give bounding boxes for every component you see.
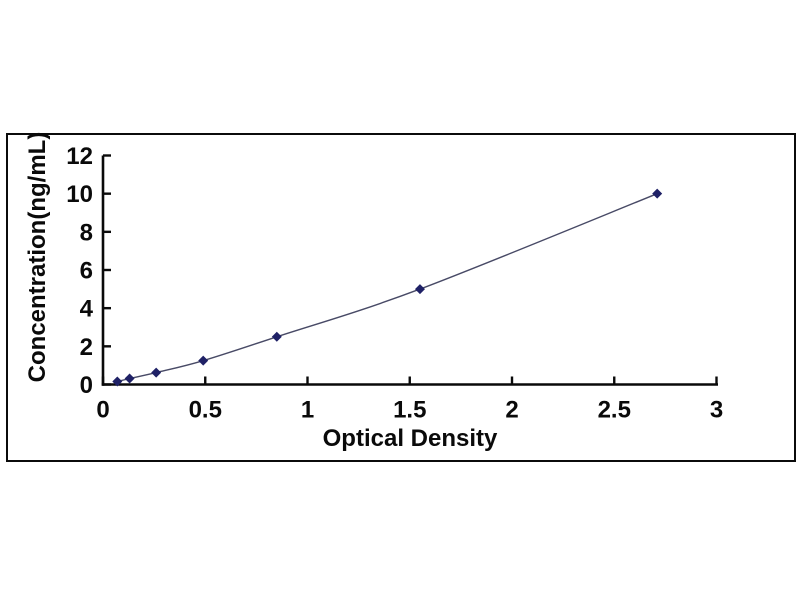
- x-tick-label: 3: [710, 397, 723, 424]
- x-tick-label: 1.5: [393, 397, 426, 424]
- curve-line: [117, 193, 658, 383]
- chart-frame: [6, 133, 796, 462]
- x-tick-label: 0: [96, 397, 109, 424]
- x-tick-label: 1: [301, 397, 314, 424]
- data-point-marker: [652, 188, 663, 199]
- data-point-marker: [414, 284, 425, 295]
- data-point-marker: [124, 373, 135, 384]
- data-point-marker: [198, 355, 209, 366]
- y-tick-label: 0: [80, 372, 93, 399]
- y-tick-label: 10: [66, 181, 93, 208]
- y-tick-label: 2: [80, 334, 93, 361]
- x-tick-label: 0.5: [189, 397, 222, 424]
- y-tick-label: 8: [80, 219, 93, 246]
- data-point-marker: [112, 376, 123, 387]
- x-axis-title: Optical Density: [322, 425, 498, 452]
- y-tick-label: 6: [80, 258, 93, 285]
- y-tick-label: 12: [66, 143, 93, 170]
- y-tick-label: 4: [80, 296, 94, 323]
- y-axis-title: Concentration(ng/mL): [24, 131, 51, 383]
- data-point-marker: [271, 331, 282, 342]
- x-tick-label: 2.5: [598, 397, 631, 424]
- x-tick-label: 2: [505, 397, 518, 424]
- data-point-marker: [151, 367, 162, 378]
